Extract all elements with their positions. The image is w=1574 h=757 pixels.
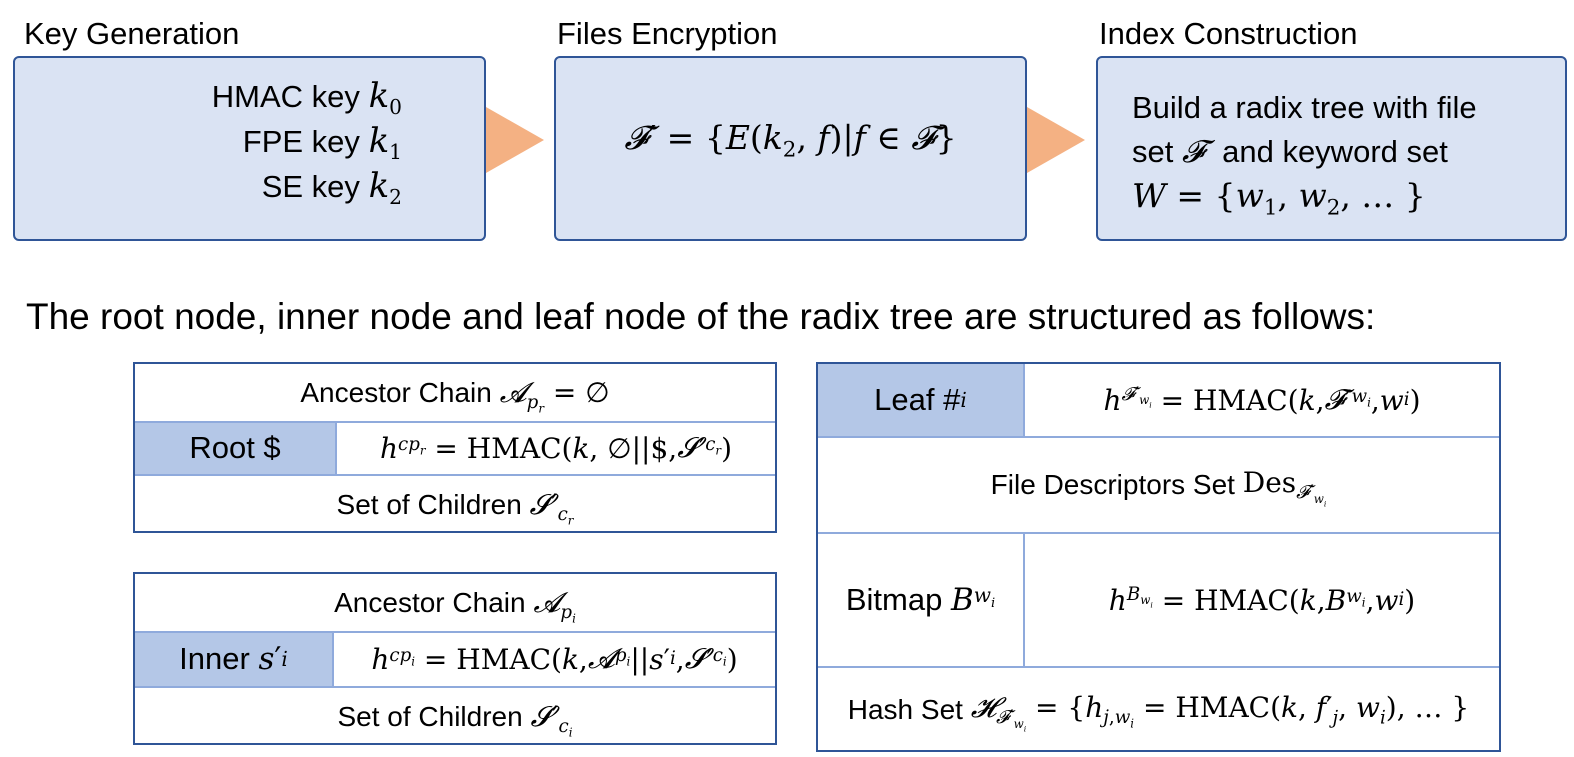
files-encryption-box: 𝓕′ = {E(k2, f)|f ∈ 𝓕} (554, 56, 1027, 241)
leaf-node-table: Leaf # i h 𝓕′wi = HMAC(k, 𝓕 ′ wi, w i) File D… (816, 362, 1501, 752)
inner-children-set: Set of Children 𝓢′ci (337, 699, 573, 740)
leaf-hash: h 𝓕′wi = HMAC(k, 𝓕 ′ wi, w i) (1103, 383, 1421, 417)
index-construction-text: Build a radix tree with file set 𝓕 and k… (1132, 86, 1477, 221)
leaf-hash-set: Hash Set 𝓗𝓕′wi = {hj,wi = HMAC(k, f′j, w… (847, 690, 1470, 734)
index-line-3: W = {w1, w2, … } (1132, 176, 1426, 221)
root-name: Root $ (189, 430, 281, 465)
root-children-set: Set of Children 𝓢′cr (336, 487, 574, 528)
key-generation-title: Key Generation (24, 16, 240, 51)
hmac-key: HMAC key k0 (211, 76, 402, 120)
leaf-name: Leaf # i (874, 382, 967, 417)
arrow-right-icon (486, 107, 544, 173)
fpe-key: FPE key k1 (242, 121, 402, 165)
key-list: HMAC key k0 FPE key k1 SE key k2 (212, 74, 402, 209)
root-node-table: Ancestor Chain 𝓐pr = ∅ Root $ h cpr = HMA… (133, 362, 777, 533)
leaf-file-descriptors: File Descriptors Set Des𝓕′wi (990, 465, 1327, 509)
index-construction-title: Index Construction (1099, 16, 1358, 51)
inner-ancestor-chain: Ancestor Chain 𝓐pi (334, 585, 576, 626)
root-ancestor-chain: Ancestor Chain 𝓐pr = ∅ (300, 375, 610, 416)
root-name-cell (135, 422, 335, 475)
index-line-2: set 𝓕 and keyword set (1132, 134, 1448, 170)
inner-name-cell (135, 632, 332, 687)
arrow-right-icon (1027, 107, 1085, 173)
leaf-name-cell (818, 364, 1023, 436)
caption: The root node, inner node and leaf node … (26, 296, 1376, 337)
index-construction-box: Build a radix tree with file set 𝓕 and k… (1096, 56, 1567, 241)
root-hash: h cpr = HMAC(k, ∅||$, 𝓢 ′ cr) (379, 431, 733, 465)
inner-name: Inner s ′ i (179, 641, 288, 677)
inner-node-table: Ancestor Chain 𝓐pi Inner s ′ i h cpi = HMAC… (133, 572, 777, 745)
encryption-formula: 𝓕′ = {E(k2, f)|f ∈ 𝓕} (624, 118, 957, 163)
se-key: SE key k2 (261, 166, 402, 210)
key-generation-box: HMAC key k0 FPE key k1 SE key k2 (13, 56, 486, 241)
files-encryption-title: Files Encryption (557, 16, 778, 51)
index-line-1: Build a radix tree with file (1132, 90, 1477, 125)
